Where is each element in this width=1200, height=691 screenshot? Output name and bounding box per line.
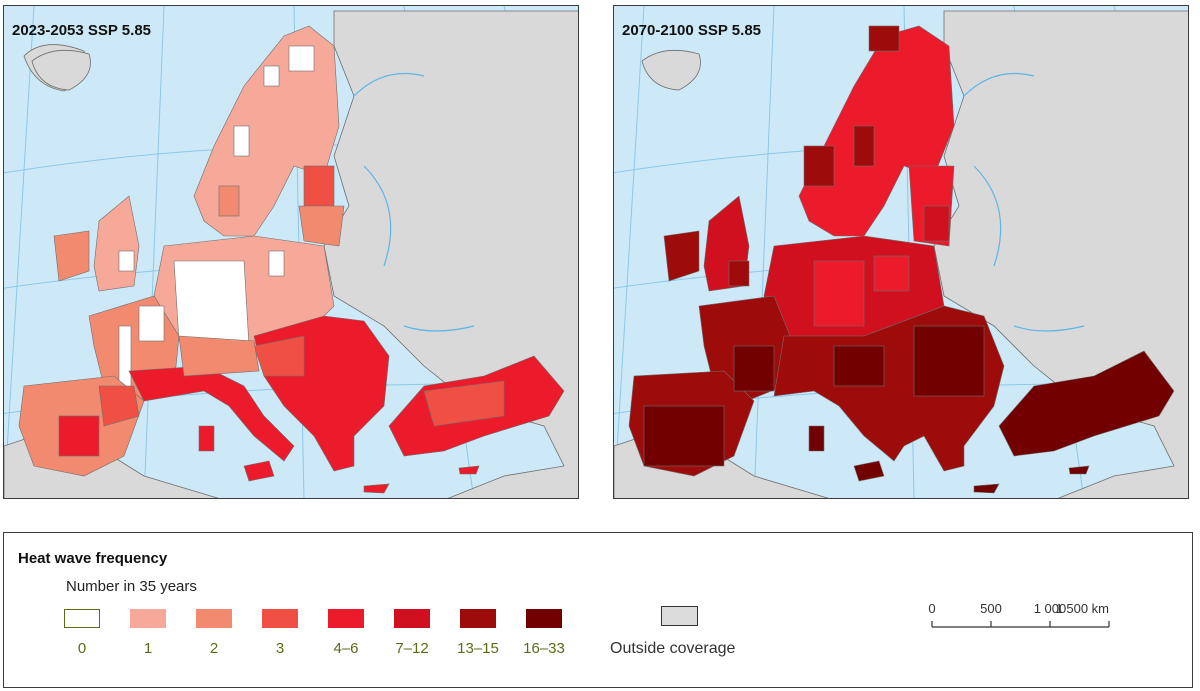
legend-class-label-5: 7–12 (395, 640, 429, 657)
scale-tick-0: 0 (928, 601, 935, 616)
france-iberia-cells (628, 295, 795, 477)
legend-class-label-1: 1 (143, 640, 153, 657)
legend-swatch-3 (262, 609, 298, 628)
map-panel-2070-2100: 2070-2100 SSP 5.85 (613, 5, 1189, 499)
coastline-lines (963, 72, 1085, 332)
iberia-cells (18, 375, 145, 477)
legend-class-label-6: 13–15 (457, 640, 499, 657)
southern-europe-cells (128, 315, 390, 482)
map-title-long-term: 2070-2100 SSP 5.85 (622, 22, 762, 39)
legend-swatch-2 (196, 609, 232, 628)
british-isles-cells (53, 195, 140, 292)
coastline-lines (353, 72, 475, 332)
southern-europe-cells (773, 305, 1005, 482)
legend-class-label-2: 2 (209, 640, 219, 657)
map-panel-2023-2053: 2023-2053 SSP 5.85 (3, 5, 579, 499)
scandinavia-cells (798, 25, 955, 247)
map-title-near-term: 2023-2053 SSP 5.85 (12, 22, 152, 39)
scandinavia-cells (193, 25, 345, 247)
scale-tick-1000: 1 000 (1034, 601, 1067, 616)
legend-swatch-0 (64, 609, 100, 628)
outside-coverage-swatch (661, 606, 698, 626)
scale-tick-500: 500 (980, 601, 1002, 616)
legend-swatch-5 (394, 609, 430, 628)
legend-swatch-6 (460, 609, 496, 628)
scale-tick-1500: 1 500 km (1056, 601, 1109, 616)
legend-class-label-0: 0 (77, 640, 87, 657)
legend-swatch-1 (130, 609, 166, 628)
scale-bar: 0 500 1 000 1 500 km (928, 601, 1110, 628)
europe-map-long-term (614, 6, 1188, 498)
legend-class-label-3: 3 (275, 640, 285, 657)
central-europe-cells (153, 235, 335, 347)
outside-coverage-label: Outside coverage (610, 640, 736, 657)
europe-map-near-term (4, 6, 578, 498)
legend-class-label-4: 4–6 (333, 640, 359, 657)
legend-swatch-7 (526, 609, 562, 628)
british-isles-cells (663, 195, 750, 292)
legend-class-label-7: 16–33 (523, 640, 565, 657)
legend-title: Heat wave frequency (18, 550, 168, 567)
turkey-cells (973, 350, 1175, 494)
legend-subtitle: Number in 35 years (66, 578, 197, 595)
turkey-cells (363, 355, 565, 494)
legend-swatch-4 (328, 609, 364, 628)
legend-panel: Heat wave frequency Number in 35 years 0… (3, 532, 1193, 688)
